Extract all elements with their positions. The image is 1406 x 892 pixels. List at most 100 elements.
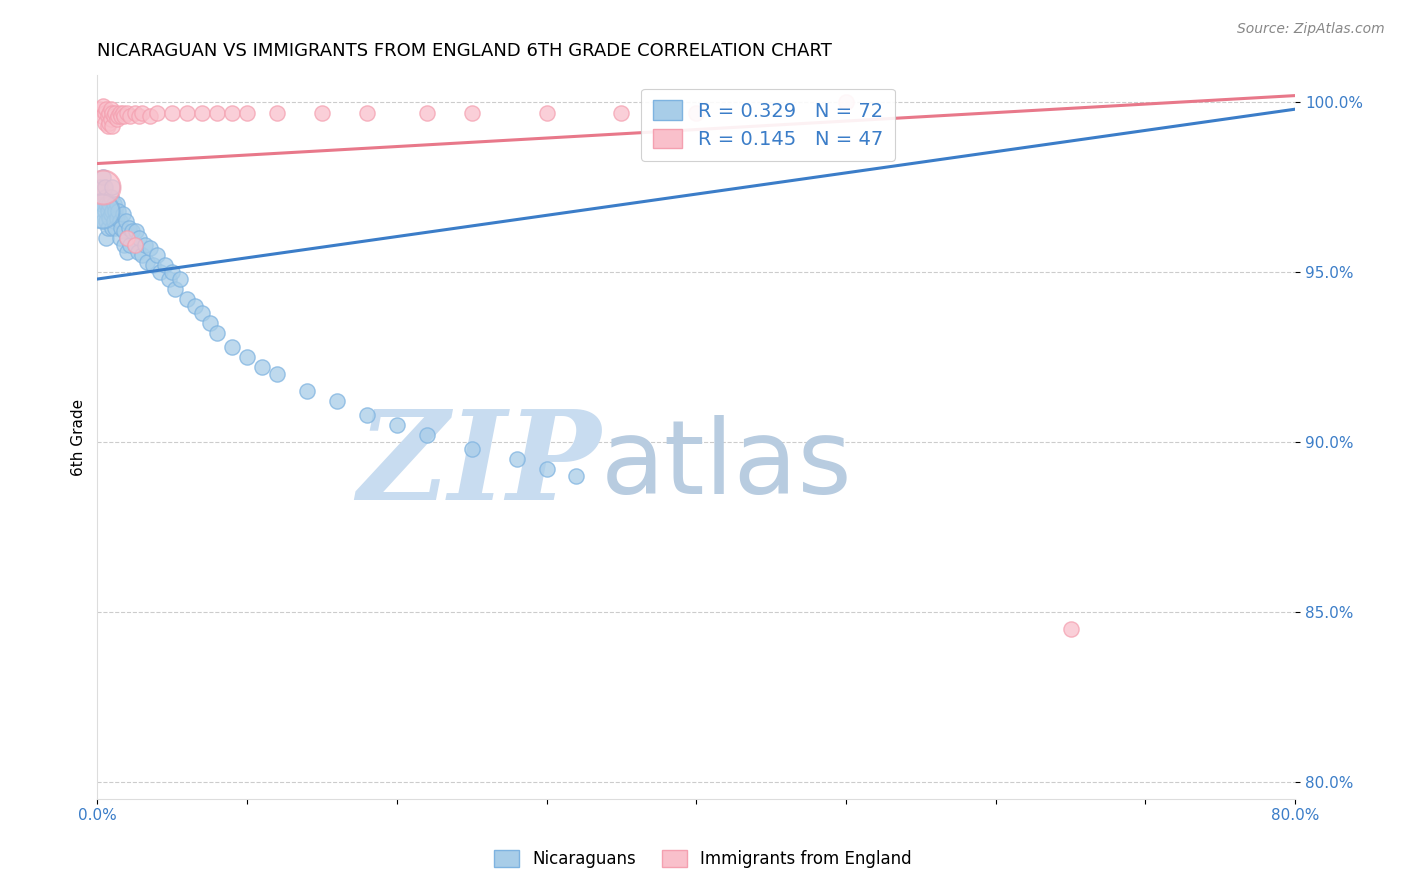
Point (236, 105, 259, 120)
Point (96, 231, 118, 245)
Point (118, 221, 141, 235)
Point (135, 255, 157, 269)
Point (104, 221, 127, 235)
Point (98, 197, 121, 211)
Point (101, 204, 124, 219)
Point (149, 265, 172, 279)
Point (100, 190, 122, 204)
Text: atlas: atlas (600, 416, 852, 516)
Legend: R = 0.329   N = 72, R = 0.145   N = 47: R = 0.329 N = 72, R = 0.145 N = 47 (641, 88, 894, 161)
Point (111, 207, 134, 221)
Point (536, 105, 558, 120)
Point (565, 469, 588, 483)
Point (416, 105, 439, 120)
Point (505, 452, 527, 467)
Point (117, 105, 139, 120)
Point (94, 180, 117, 194)
Point (183, 299, 205, 313)
Point (191, 306, 214, 320)
Point (311, 105, 333, 120)
Point (326, 394, 349, 409)
Point (139, 242, 162, 256)
Point (176, 105, 198, 120)
Point (105, 197, 128, 211)
Point (98, 105, 121, 120)
Point (124, 238, 146, 252)
Point (835, 95, 858, 110)
Point (91, 170, 114, 185)
Point (250, 360, 273, 375)
Point (100, 207, 122, 221)
Point (108, 105, 131, 120)
Point (96, 102, 118, 116)
Point (153, 259, 176, 273)
Point (385, 418, 408, 433)
Point (536, 462, 558, 476)
Point (112, 238, 135, 252)
Point (105, 211, 128, 225)
Point (96, 214, 118, 228)
Point (97, 119, 120, 133)
Point (416, 428, 439, 442)
Point (105, 112, 128, 127)
Point (94, 204, 117, 219)
Point (110, 109, 132, 123)
Point (128, 231, 150, 245)
Point (131, 105, 153, 120)
Point (107, 109, 129, 123)
Point (114, 214, 136, 228)
Point (91, 214, 114, 228)
Point (108, 231, 131, 245)
Point (1059, 622, 1081, 636)
Point (121, 224, 143, 238)
Point (356, 105, 378, 120)
Point (94, 116, 117, 130)
Point (90, 204, 112, 219)
Point (460, 105, 482, 120)
Point (103, 197, 125, 211)
Point (127, 244, 149, 259)
Point (103, 109, 125, 123)
Point (89, 102, 111, 116)
Point (160, 265, 183, 279)
Point (101, 221, 124, 235)
Point (90, 197, 112, 211)
Point (98, 116, 121, 130)
Point (124, 105, 146, 120)
Point (295, 384, 318, 398)
Point (128, 109, 150, 123)
Point (198, 316, 221, 330)
Point (131, 248, 153, 262)
Y-axis label: 6th Grade: 6th Grade (72, 399, 86, 475)
Point (169, 272, 191, 286)
Point (97, 221, 120, 235)
Point (176, 293, 198, 307)
Point (266, 367, 288, 381)
Point (91, 180, 114, 194)
Point (117, 231, 139, 245)
Point (191, 105, 214, 120)
Text: ZIP: ZIP (357, 405, 600, 526)
Point (117, 231, 139, 245)
Point (96, 197, 118, 211)
Point (101, 105, 124, 120)
Point (101, 180, 124, 194)
Point (107, 204, 129, 219)
Point (100, 112, 122, 127)
Point (103, 214, 125, 228)
Point (111, 105, 134, 120)
Legend: Nicaraguans, Immigrants from England: Nicaraguans, Immigrants from England (488, 843, 918, 875)
Point (117, 244, 139, 259)
Point (134, 238, 156, 252)
Point (125, 224, 148, 238)
Point (104, 105, 127, 120)
Point (236, 350, 259, 364)
Point (157, 272, 180, 286)
Point (266, 105, 288, 120)
Point (221, 340, 243, 354)
Point (142, 259, 165, 273)
Point (101, 119, 124, 133)
Point (91, 99, 114, 113)
Point (112, 224, 135, 238)
Point (104, 204, 127, 219)
